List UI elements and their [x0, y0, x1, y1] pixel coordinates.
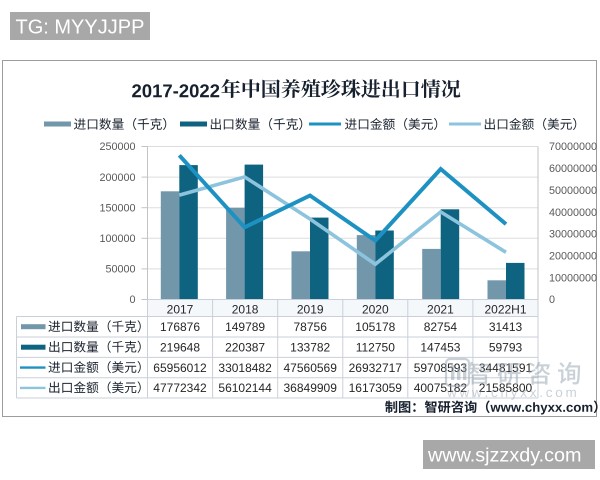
svg-text:2021: 2021 — [427, 302, 454, 316]
svg-text:2020: 2020 — [362, 302, 389, 316]
svg-text:149789: 149789 — [225, 320, 265, 334]
svg-text:56102144: 56102144 — [218, 381, 272, 395]
svg-text:33018482: 33018482 — [218, 361, 272, 375]
svg-text:2022H1: 2022H1 — [484, 302, 526, 316]
svg-text:31413: 31413 — [489, 320, 523, 334]
svg-text:133782: 133782 — [290, 340, 330, 354]
svg-text:100000: 100000 — [99, 233, 135, 245]
svg-text:82754: 82754 — [424, 320, 458, 334]
svg-text:150000: 150000 — [99, 202, 135, 214]
svg-text:TG: MYYJJPP: TG: MYYJJPP — [16, 17, 145, 39]
svg-text:147453: 147453 — [420, 340, 460, 354]
svg-text:16173059: 16173059 — [349, 381, 403, 395]
svg-text:70000000: 70000000 — [549, 141, 597, 153]
svg-text:26932717: 26932717 — [349, 361, 403, 375]
svg-text:30000000: 30000000 — [549, 229, 597, 241]
svg-text:250000: 250000 — [99, 141, 135, 153]
svg-text:50000000: 50000000 — [549, 185, 597, 197]
svg-text:105178: 105178 — [355, 320, 395, 334]
svg-text:40000000: 40000000 — [549, 207, 597, 219]
svg-text:2019: 2019 — [297, 302, 324, 316]
svg-text:20000000: 20000000 — [549, 251, 597, 263]
svg-text:60000000: 60000000 — [549, 163, 597, 175]
svg-text:47560569: 47560569 — [284, 361, 338, 375]
svg-text:176876: 176876 — [160, 320, 200, 334]
svg-text:50000: 50000 — [105, 264, 135, 276]
svg-text:78756: 78756 — [294, 320, 328, 334]
svg-text:59793: 59793 — [489, 340, 523, 354]
svg-text:65956012: 65956012 — [153, 361, 207, 375]
svg-text:0: 0 — [549, 294, 555, 306]
svg-text:www.sjzzxdy.com: www.sjzzxdy.com — [427, 445, 582, 467]
svg-text:200000: 200000 — [99, 172, 135, 184]
svg-text:0: 0 — [129, 294, 135, 306]
svg-text:10000000: 10000000 — [549, 272, 597, 284]
svg-text:2017: 2017 — [167, 302, 194, 316]
svg-text:220387: 220387 — [225, 340, 265, 354]
svg-text:40075182: 40075182 — [414, 381, 468, 395]
svg-text:36849909: 36849909 — [284, 381, 338, 395]
svg-text:59708593: 59708593 — [414, 361, 468, 375]
svg-text:47772342: 47772342 — [153, 381, 207, 395]
svg-text:219648: 219648 — [160, 340, 200, 354]
svg-text:2018: 2018 — [232, 302, 259, 316]
svg-text:112750: 112750 — [356, 340, 395, 354]
